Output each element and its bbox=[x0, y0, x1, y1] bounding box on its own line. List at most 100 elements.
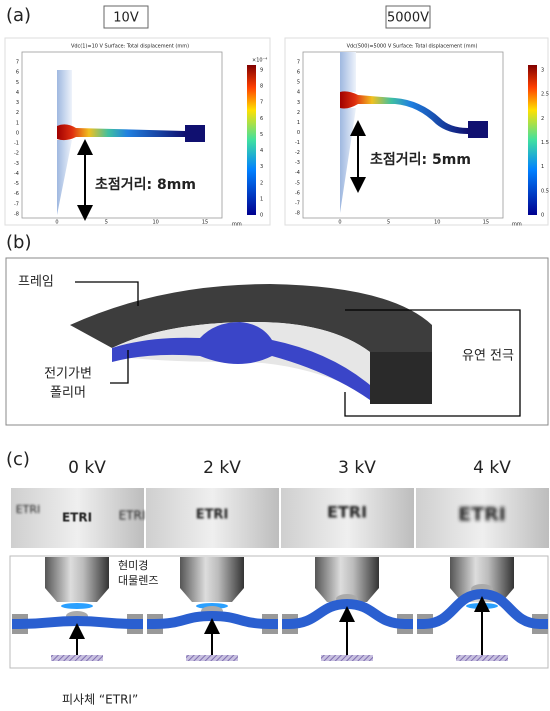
photo-text: ETRI bbox=[119, 509, 146, 523]
voltage-label: 10V bbox=[113, 11, 139, 26]
y-tick-label: -6 bbox=[14, 191, 19, 197]
voltage-label: 4 kV bbox=[473, 458, 511, 478]
colorbar-tick: 2 bbox=[260, 180, 263, 186]
colorbar-tick: 1 bbox=[260, 196, 263, 202]
voltage-label: 0 kV bbox=[68, 458, 106, 478]
unit-label: mm bbox=[512, 222, 522, 228]
panel-label: (c) bbox=[6, 449, 30, 470]
object-label: 피사체 “ETRI” bbox=[62, 693, 138, 707]
y-tick-label: 4 bbox=[16, 90, 19, 96]
y-tick-label: 0 bbox=[297, 130, 300, 136]
colorbar-tick: 2 bbox=[541, 116, 544, 122]
colorbar-exponent: ×10⁻⁴ bbox=[252, 58, 267, 64]
x-tick-label: 5 bbox=[105, 220, 108, 226]
y-tick-label: 3 bbox=[16, 100, 19, 106]
colorbar-tick: 5 bbox=[260, 132, 263, 138]
y-tick-label: 6 bbox=[297, 70, 300, 76]
y-tick-label: 5 bbox=[297, 80, 300, 86]
frame-cut bbox=[370, 352, 432, 404]
object bbox=[51, 655, 103, 661]
colorbar-tick: 3 bbox=[260, 164, 263, 170]
y-tick-label: -2 bbox=[14, 151, 19, 157]
colorbar-tick: 1.5 bbox=[541, 140, 549, 146]
y-tick-label: 2 bbox=[16, 110, 19, 116]
colorbar-tick: 0.5 bbox=[541, 188, 549, 194]
x-tick-label: 5 bbox=[387, 220, 390, 226]
object bbox=[321, 655, 373, 661]
y-tick-label: -3 bbox=[295, 160, 300, 166]
y-tick-label: 1 bbox=[16, 120, 19, 126]
electrode-block bbox=[468, 121, 488, 138]
colorbar-tick: 9 bbox=[260, 68, 263, 74]
y-tick-label: 1 bbox=[297, 120, 300, 126]
y-tick-label: -2 bbox=[295, 150, 300, 156]
x-tick-label: 15 bbox=[202, 220, 208, 226]
colorbar-tick: 8 bbox=[260, 84, 263, 90]
colorbar bbox=[528, 65, 537, 215]
object bbox=[456, 655, 508, 661]
colorbar-tick: 3 bbox=[541, 68, 544, 74]
polymer-label: 전기가변 bbox=[44, 367, 92, 382]
lens bbox=[180, 557, 244, 602]
panel-label: (b) bbox=[6, 232, 31, 253]
lens-light bbox=[61, 603, 93, 609]
electrode-block bbox=[185, 125, 205, 142]
colorbar-tick: 0 bbox=[541, 213, 544, 219]
membrane bbox=[12, 621, 143, 624]
y-tick-label: -4 bbox=[14, 171, 19, 177]
y-tick-label: -6 bbox=[295, 190, 300, 196]
lens-label: 대물렌즈 bbox=[118, 574, 158, 587]
colorbar-tick: 7 bbox=[260, 100, 263, 106]
plot-subtitle: Vdc(500)=5000 V Surface: Total displacem… bbox=[347, 44, 478, 50]
panel-label: (a) bbox=[6, 5, 31, 26]
photo-text: ETRI bbox=[196, 508, 229, 523]
colorbar-tick: 2.5 bbox=[541, 92, 549, 98]
photo-text: ETRI bbox=[16, 503, 41, 516]
y-tick-label: -1 bbox=[14, 141, 19, 147]
y-tick-label: -7 bbox=[14, 201, 19, 207]
y-tick-label: 3 bbox=[297, 100, 300, 106]
frame-label: 프레임 bbox=[18, 275, 54, 290]
y-tick-label: -1 bbox=[295, 140, 300, 146]
x-tick-label: 0 bbox=[55, 220, 58, 226]
plot-frame bbox=[285, 38, 548, 225]
colorbar-tick: 4 bbox=[260, 148, 263, 154]
x-tick-label: 15 bbox=[483, 220, 489, 226]
y-tick-label: -3 bbox=[14, 161, 19, 167]
y-tick-label: -5 bbox=[14, 181, 19, 187]
figure: (a) (b) (c) ETRIETRIETRIETRIETRIETRI 10V… bbox=[0, 0, 550, 711]
colorbar-tick: 6 bbox=[260, 116, 263, 122]
y-tick-label: -8 bbox=[295, 211, 300, 217]
colorbar bbox=[247, 65, 256, 215]
plot-subtitle: Vdc(1)=10 V Surface: Total displacement … bbox=[71, 44, 189, 50]
y-tick-label: 4 bbox=[297, 90, 300, 96]
electrode-label: 유연 전극 bbox=[462, 349, 514, 364]
annotation: 초점거리: 8mm bbox=[95, 176, 196, 193]
y-tick-label: 5 bbox=[16, 80, 19, 86]
photo-text: ETRI bbox=[327, 503, 367, 522]
y-tick-label: -8 bbox=[14, 212, 19, 218]
y-tick-label: -4 bbox=[295, 170, 300, 176]
y-tick-label: 7 bbox=[16, 60, 19, 66]
x-tick-label: 10 bbox=[434, 220, 440, 226]
page: (a) (b) (c) ETRIETRIETRIETRIETRIETRI 10V… bbox=[0, 0, 550, 711]
y-tick-label: 0 bbox=[16, 130, 19, 136]
y-tick-label: -5 bbox=[295, 180, 300, 186]
y-tick-label: 6 bbox=[16, 70, 19, 76]
unit-label: mm bbox=[232, 222, 242, 228]
colorbar-tick: 1 bbox=[541, 164, 544, 170]
y-tick-label: -7 bbox=[295, 200, 300, 206]
voltage-label: 2 kV bbox=[203, 458, 241, 478]
object bbox=[186, 655, 238, 661]
y-tick-label: 7 bbox=[297, 60, 300, 66]
x-tick-label: 0 bbox=[338, 220, 341, 226]
lens bbox=[45, 557, 109, 602]
voltage-label: 5000V bbox=[387, 11, 429, 26]
polymer-label: 폴리머 bbox=[50, 386, 86, 401]
voltage-label: 3 kV bbox=[338, 458, 376, 478]
lens-label: 현미경 bbox=[118, 559, 148, 572]
y-tick-label: 2 bbox=[297, 110, 300, 116]
x-tick-label: 10 bbox=[153, 220, 159, 226]
colorbar-tick: 0 bbox=[260, 213, 263, 219]
photo-text: ETRI bbox=[62, 511, 92, 525]
